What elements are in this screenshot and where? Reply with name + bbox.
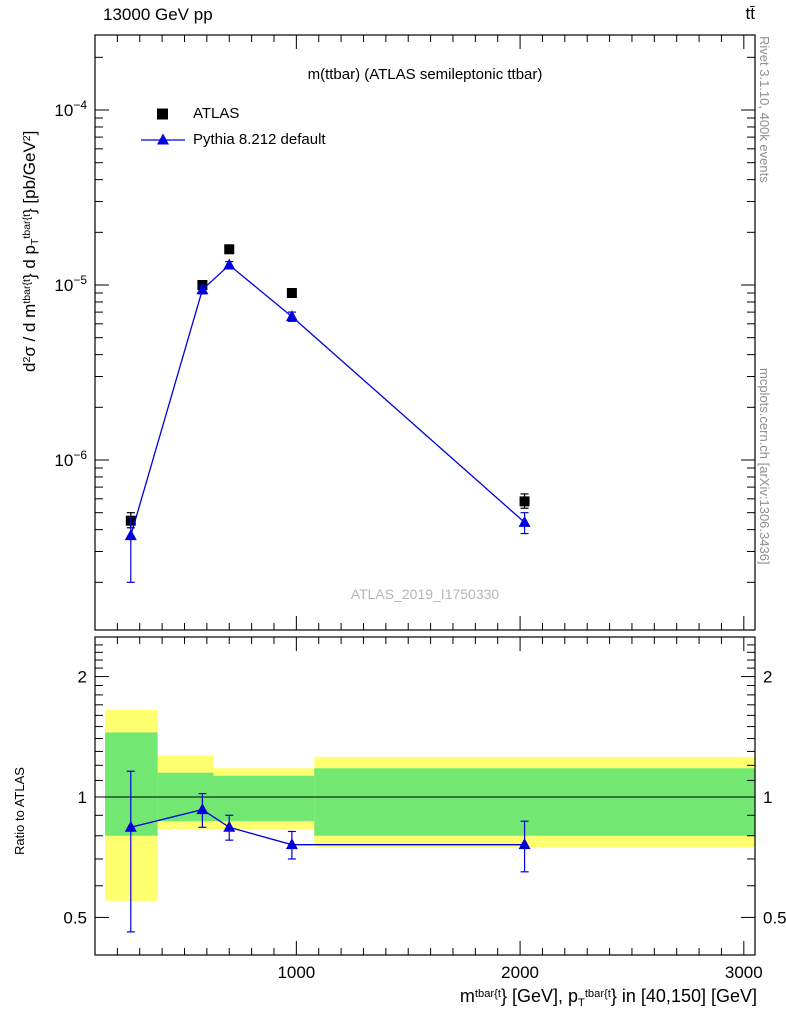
ratio-tick-label-right: 1	[763, 788, 772, 807]
y-axis-title: d2σ / d mtbar{t} d pTtbar{t} [pb/GeV2]	[20, 130, 42, 372]
y-tick-label: 10−4	[54, 98, 87, 120]
ratio-tick-label-left: 1	[78, 788, 87, 807]
axis-tick-labels: 1000 2000 3000 10−6 10−5 10−4 0.5 0.5 1 1 2 2	[54, 98, 786, 982]
x-tick-label: 2000	[501, 963, 539, 982]
y-tick-label: 10−5	[54, 273, 87, 295]
ratio-data-points	[124, 770, 531, 933]
x-tick-label: 1000	[277, 963, 315, 982]
legend-label-atlas: ATLAS	[193, 105, 240, 122]
y-tick-label: 10−6	[54, 448, 87, 470]
beam-energy-label: 13000 GeV pp	[103, 5, 213, 24]
legend-label-pythia: Pythia 8.212 default	[193, 131, 326, 148]
ratio-tick-label-right: 0.5	[763, 908, 786, 927]
green-band	[213, 775, 315, 822]
plot-title: m(ttbar) (ATLAS semileptonic ttbar)	[307, 66, 543, 83]
main-panel-frame	[94, 34, 756, 631]
plot-frames	[94, 34, 756, 956]
pythia-data-points	[124, 258, 531, 583]
x-axis-title: mtbar{t} [GeV], pTtbar{t} in [40,150] [G…	[459, 986, 757, 1009]
ratio-axis-title: Ratio to ATLAS	[12, 767, 27, 855]
rivet-version-note: Rivet 3.1.10, 400k events	[757, 36, 772, 183]
ratio-panel-frame	[94, 636, 756, 956]
process-label: tt̄	[745, 4, 755, 23]
analysis-id-watermark: ATLAS_2019_I1750330	[350, 586, 500, 602]
ratio-tick-label-left: 0.5	[63, 908, 87, 927]
ratio-tick-label-left: 2	[78, 668, 87, 687]
atlas-data-points	[125, 244, 530, 529]
green-band	[314, 768, 755, 836]
x-tick-label: 3000	[725, 963, 763, 982]
atlas-square-marker	[157, 108, 168, 120]
mcplots-citation-note: mcplots.cern.ch [arXiv:1306.3436]	[757, 368, 772, 565]
axis-ticks	[95, 35, 755, 955]
ratio-tick-label-right: 2	[763, 668, 772, 687]
legend-markers	[141, 108, 185, 145]
